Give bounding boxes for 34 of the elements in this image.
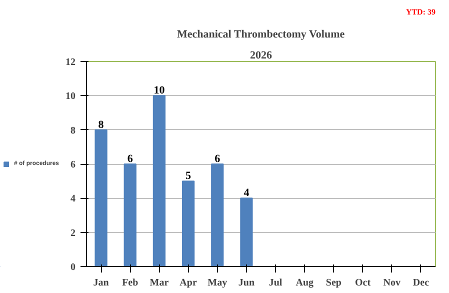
y-tick-label: 6 [70, 160, 76, 170]
chart-title: Mechanical Thrombectomy Volume [176, 28, 345, 40]
y-tick-label: 8 [70, 125, 76, 136]
x-tick-label: Jan [93, 278, 110, 288]
x-tick-label: Oct [355, 278, 372, 288]
x-tick-label: Apr [180, 278, 198, 288]
y-tick-label: 10 [66, 91, 76, 102]
x-tick-label: May [208, 278, 228, 288]
bar [94, 129, 108, 266]
x-tick-label: Jun [238, 278, 255, 288]
y-tick-label: 0 [70, 262, 76, 273]
bar [124, 164, 136, 266]
bar [211, 164, 224, 266]
data-label: 5 [186, 170, 192, 182]
data-label: 6 [127, 153, 134, 165]
x-tick-label: Nov [383, 278, 400, 288]
text: YTD: 39 [406, 8, 436, 16]
x-tick-label: Mar [150, 278, 170, 288]
y-tick-label: 12 [66, 57, 76, 68]
x-tick-label: Sep [326, 278, 342, 288]
chart-subtitle: 2026 [250, 50, 272, 62]
bar [182, 180, 195, 266]
data-label: 6 [214, 153, 221, 165]
bar [152, 95, 166, 266]
x-tick-label: Feb [122, 278, 139, 288]
x-tick-label: Jul [268, 278, 282, 288]
x-tick-label: Aug [296, 278, 314, 288]
data-label: 8 [98, 118, 104, 131]
data-label: 10 [154, 84, 166, 97]
y-tick-label: 2 [70, 228, 76, 239]
x-tick-label: Dec [412, 278, 430, 288]
bar [240, 198, 253, 266]
data-label: 4 [244, 187, 250, 200]
y-tick-label: 4 [70, 194, 76, 205]
